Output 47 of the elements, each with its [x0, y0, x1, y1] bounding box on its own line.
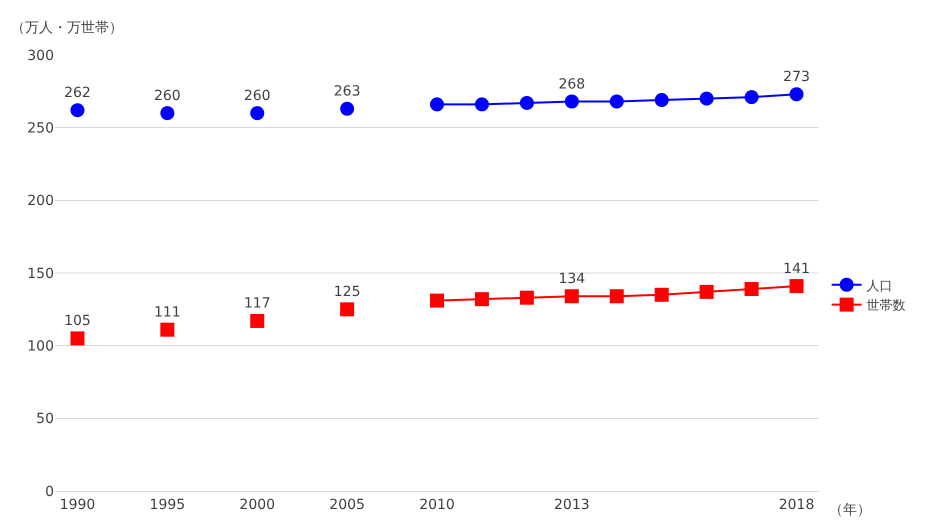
x-tick-label: 2010	[419, 496, 455, 513]
point	[520, 96, 534, 110]
point	[610, 94, 624, 109]
y-tick-label: 300	[27, 48, 54, 64]
x-tick-label: 1990	[60, 496, 96, 513]
point	[250, 314, 264, 328]
data-label: 263	[334, 84, 360, 100]
data-label: 262	[64, 84, 91, 101]
legend-label: 世帯数	[866, 298, 906, 314]
y-tick-label: 200	[27, 193, 54, 210]
data-label: 273	[783, 68, 810, 85]
point	[790, 87, 804, 102]
point	[564, 94, 579, 109]
data-label: 268	[558, 76, 586, 92]
y-axis-title: （万人・万世帯）	[11, 20, 123, 36]
point	[744, 90, 759, 104]
data-label: 125	[334, 284, 360, 300]
point	[70, 103, 84, 118]
x-tick-label: 2005	[329, 496, 365, 513]
x-tick-label: 2000	[239, 496, 276, 513]
point	[654, 93, 669, 108]
point	[340, 302, 354, 316]
data-label: 141	[783, 260, 810, 277]
point	[160, 322, 174, 337]
y-tick-label: 150	[27, 266, 54, 282]
point	[70, 331, 84, 346]
x-tick-label: 2018	[778, 496, 814, 513]
y-tick-label: 50	[36, 411, 54, 428]
data-label: 260	[154, 88, 181, 104]
y-tick-label: 100	[27, 338, 54, 355]
data-label: 105	[64, 313, 91, 330]
point	[340, 102, 354, 116]
y-tick-label: 0	[45, 484, 54, 500]
x-tick-label: 1995	[150, 496, 186, 513]
x-axis-title: （年）	[829, 502, 871, 518]
point	[430, 97, 444, 112]
data-label: 260	[244, 88, 271, 104]
point	[474, 97, 489, 112]
data-label: 117	[244, 296, 271, 312]
y-tick-label: 250	[27, 120, 54, 137]
data-label: 111	[154, 304, 181, 320]
legend-label: 人口	[866, 278, 893, 294]
x-tick-label: 2013	[554, 496, 590, 513]
point	[160, 106, 174, 120]
data-label: 134	[558, 271, 586, 287]
point	[700, 92, 714, 106]
point	[250, 106, 264, 120]
